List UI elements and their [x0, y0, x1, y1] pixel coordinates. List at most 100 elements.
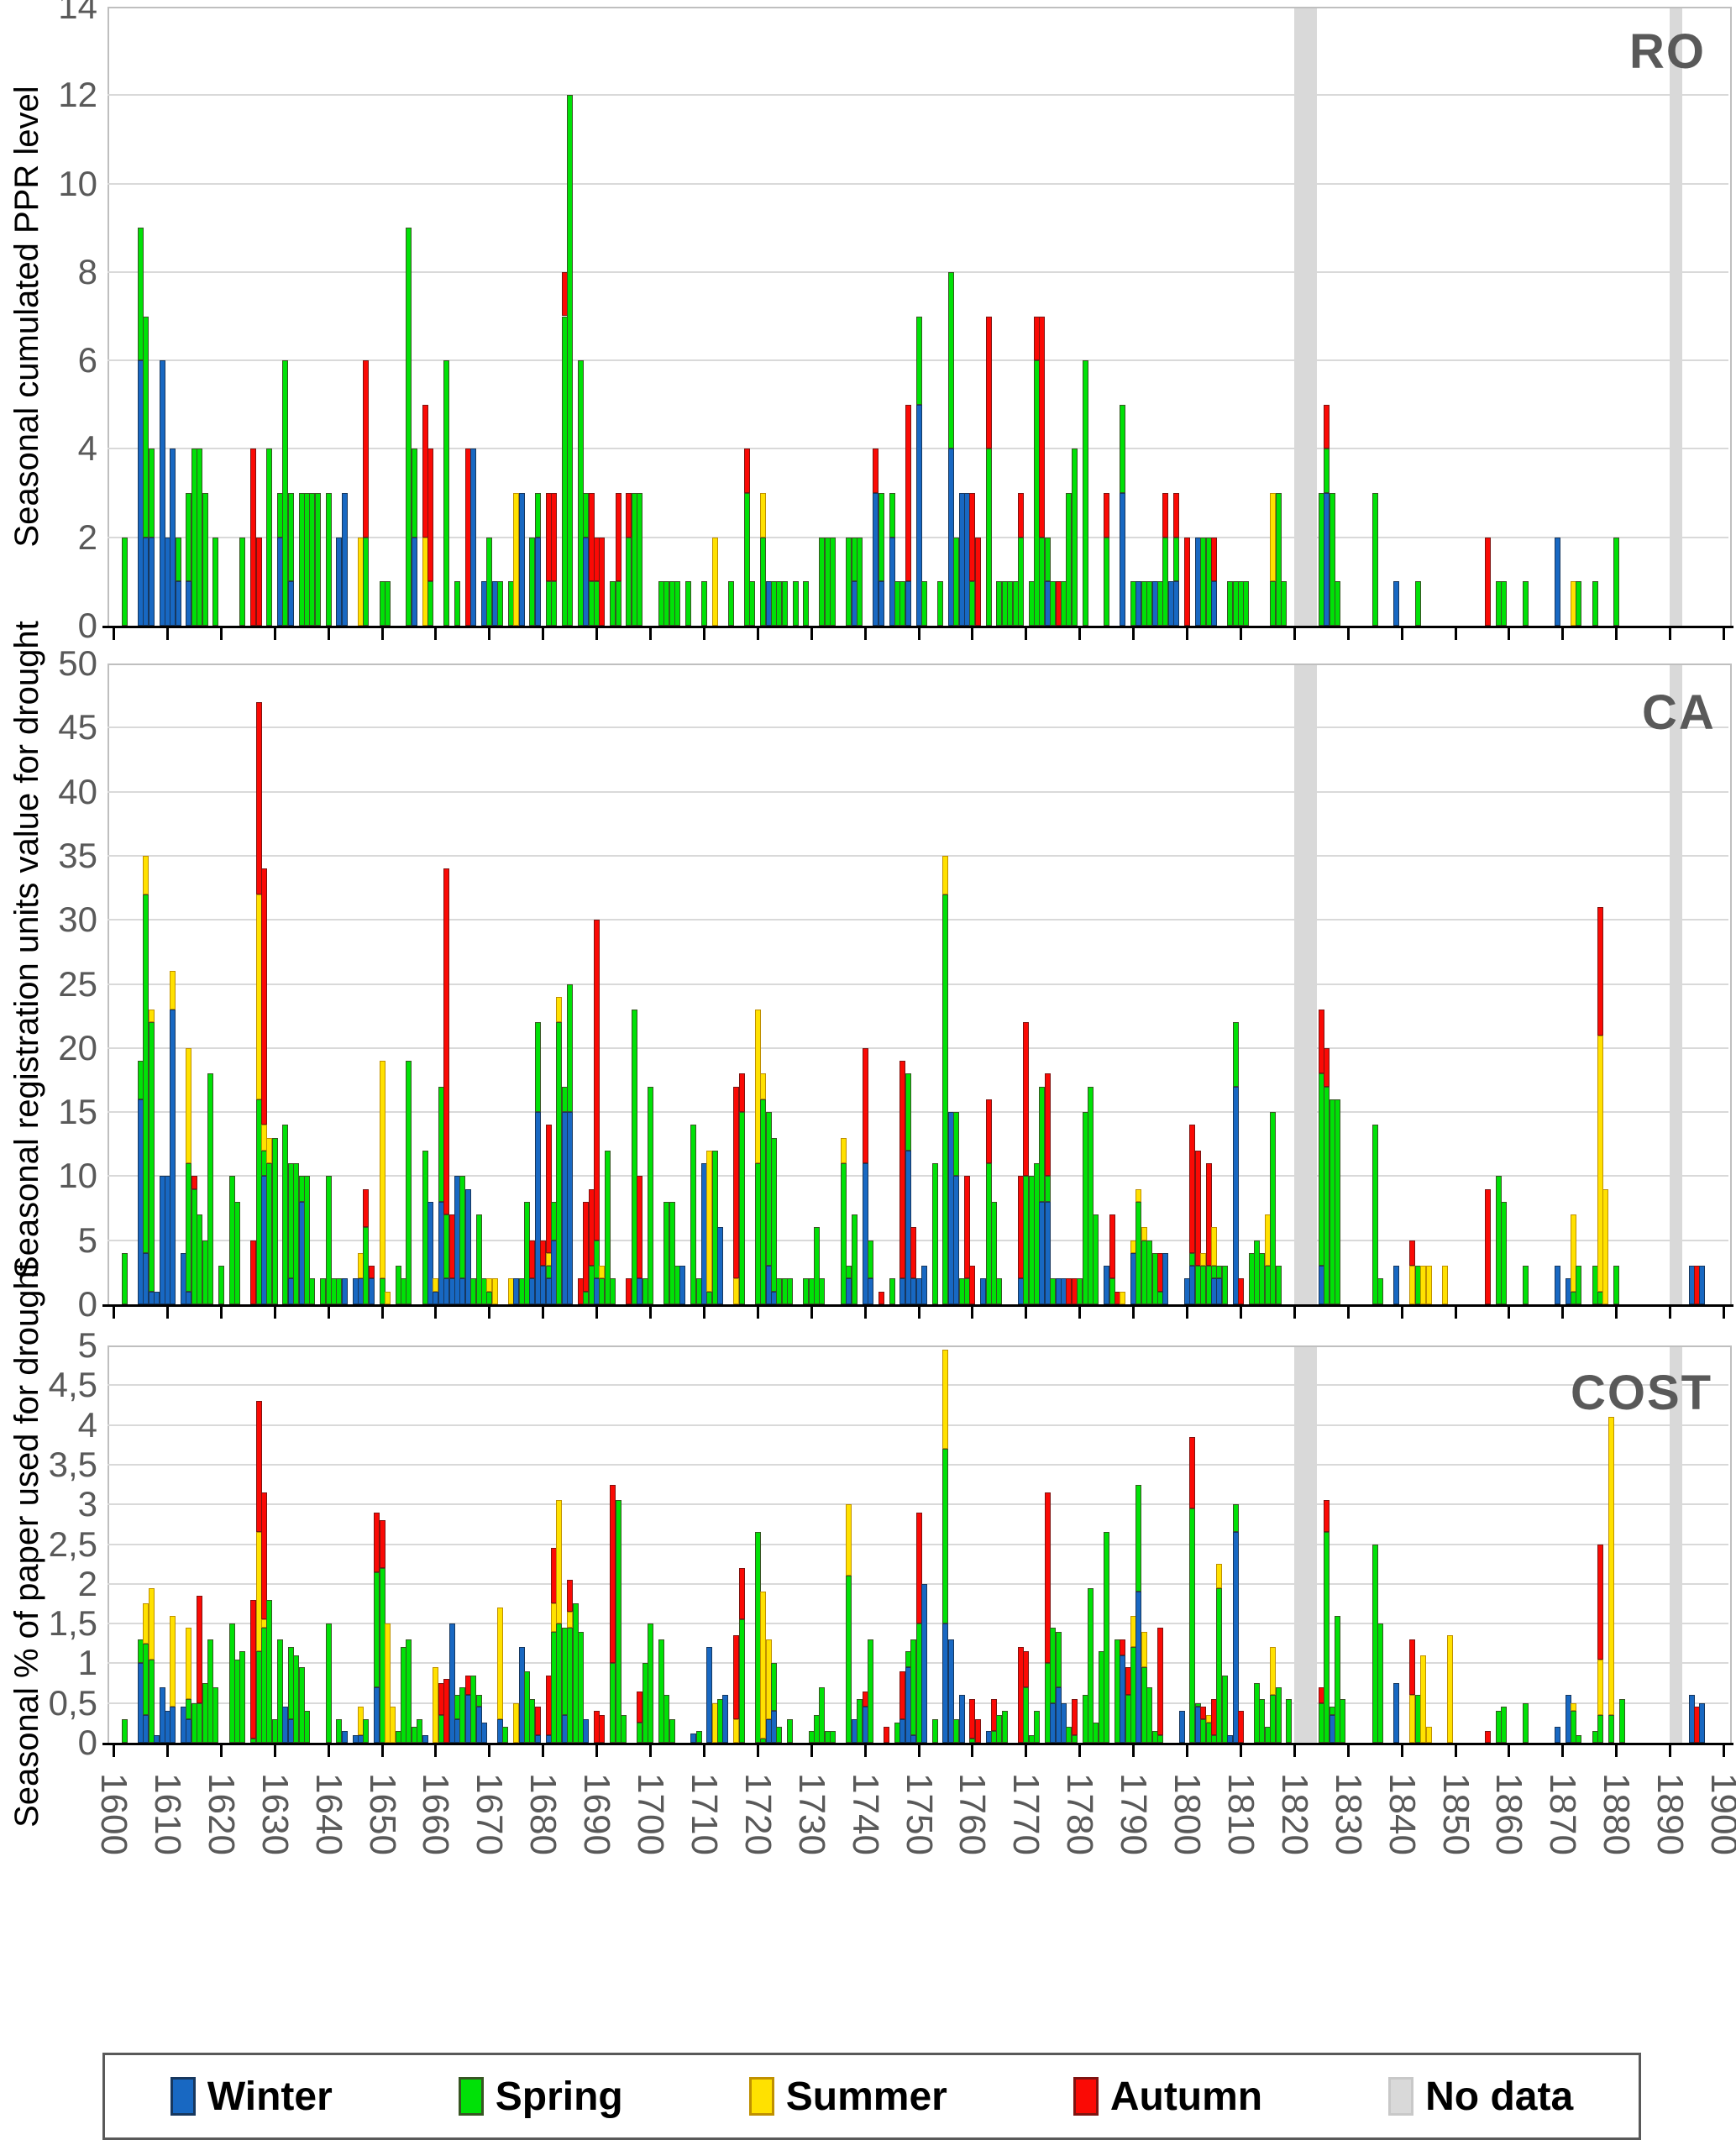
x-axis-tick [649, 628, 652, 640]
autumn-bar-segment [599, 537, 606, 626]
x-axis-tick [1346, 1745, 1350, 1757]
gridline [108, 182, 1728, 185]
gridline [108, 854, 1728, 857]
y-axis-tick-label: 4 [77, 428, 97, 469]
y-axis-tick-label: 3 [77, 1484, 97, 1524]
summer-bar-segment [942, 1349, 949, 1449]
autumn-bar-segment [545, 1125, 552, 1253]
gridline [108, 1424, 1728, 1426]
spring-bar-segment [475, 1695, 482, 1707]
gridline [108, 1175, 1728, 1178]
x-axis-tick [1669, 1307, 1672, 1319]
summer-bar-segment [384, 1291, 391, 1304]
autumn-bar-segment [1318, 1010, 1324, 1074]
winter-bar-segment [341, 1278, 348, 1304]
spring-bar-segment [1334, 581, 1340, 626]
winter-bar-segment [411, 537, 417, 626]
summer-bar-segment [497, 1608, 504, 1719]
x-axis-tick [1239, 628, 1242, 640]
winter-bar-segment [1554, 1727, 1560, 1743]
autumn-bar-segment [1023, 1022, 1030, 1177]
summer-bar-segment [1135, 1188, 1142, 1202]
winter-bar-segment [470, 448, 477, 626]
winter-bar-segment [905, 581, 911, 626]
spring-bar-segment [1243, 581, 1250, 626]
no-data-band [1293, 665, 1318, 1304]
y-axis-tick-label: 3,5 [48, 1444, 97, 1484]
winter-bar-segment [148, 537, 155, 626]
x-axis-tick [1454, 1307, 1457, 1319]
y-axis-tick-label: 1,5 [48, 1603, 97, 1644]
summer-bar-segment [1420, 1655, 1427, 1743]
autumn-bar-segment [427, 448, 433, 582]
autumn-bar-segment [260, 868, 267, 1125]
winter-bar-segment [1210, 581, 1217, 626]
autumn-bar-segment [1189, 1436, 1196, 1508]
winter-bar-segment [717, 1227, 724, 1304]
summer-bar-segment [1141, 1227, 1147, 1240]
y-axis-tick-label: 45 [58, 707, 97, 747]
x-axis-tick [971, 1307, 974, 1319]
spring-bar-segment [212, 1686, 219, 1743]
spring-bar-segment [1576, 1734, 1582, 1743]
spring-bar-segment [1017, 537, 1024, 626]
x-axis-tick [595, 1745, 599, 1757]
winter-bar-segment [1393, 1266, 1400, 1304]
x-axis-tick [649, 1307, 652, 1319]
autumn-bar-segment [534, 1707, 541, 1735]
spring-bar-segment [1157, 1734, 1164, 1743]
summer-bar-segment [148, 1587, 155, 1660]
autumn-bar-segment [738, 1073, 745, 1113]
y-axis-tick-label: 10 [58, 163, 97, 203]
spring-bar-segment [304, 1176, 311, 1304]
autumn-bar-segment [1205, 1163, 1212, 1267]
x-axis-tick [219, 1307, 223, 1319]
autumn-bar-segment [1200, 1707, 1207, 1719]
spring-bar-segment [304, 1711, 311, 1743]
spring-bar-segment [749, 581, 756, 626]
spring-bar-segment [266, 1599, 273, 1743]
spring-bar-segment [937, 581, 944, 626]
x-axis-year-label: 1650 [361, 1773, 403, 1855]
winter-bar-segment [1699, 1266, 1706, 1304]
x-axis-tick [1508, 1307, 1511, 1319]
x-axis-tick [1186, 1745, 1188, 1757]
x-axis-year-label: 1890 [1649, 1773, 1691, 1855]
x-axis-tick [595, 1307, 599, 1319]
autumn-bar-segment [1120, 1639, 1126, 1655]
spring-bar-segment [920, 581, 927, 626]
spring-bar-segment [803, 581, 810, 626]
autumn-bar-segment [964, 1176, 970, 1279]
autumn-bar-segment [1044, 1073, 1051, 1177]
x-axis-year-label: 1780 [1059, 1773, 1101, 1855]
winter-bar-segment [953, 1176, 960, 1304]
summer-bar-segment [1608, 1417, 1614, 1715]
y-axis-tick-label: 0 [77, 1723, 97, 1762]
winter-bar-segment [679, 1266, 686, 1304]
x-axis-tick [756, 1307, 759, 1319]
x-axis-year-label: 1660 [415, 1773, 457, 1855]
x-axis-tick [1615, 1307, 1618, 1319]
x-axis-year-label: 1820 [1273, 1773, 1315, 1855]
spring-bar-segment [621, 1714, 627, 1743]
autumn-bar-segment [443, 868, 450, 1215]
winter-bar-segment [862, 1163, 868, 1304]
summer-swatch-icon [748, 2077, 774, 2116]
spring-bar-segment [534, 1022, 541, 1113]
spring-bar-segment [648, 1623, 653, 1743]
spring-bar-segment [148, 1022, 155, 1292]
winter-bar-segment [567, 1112, 574, 1304]
spring-bar-segment [212, 537, 219, 626]
summer-bar-segment [170, 971, 176, 1010]
x-axis-tick [273, 1307, 276, 1319]
summer-bar-segment [1571, 1702, 1577, 1712]
gridline [108, 919, 1728, 921]
autumn-bar-segment [1017, 493, 1024, 538]
autumn-bar-segment [1324, 404, 1330, 449]
spring-bar-segment [121, 1718, 128, 1743]
panel-title-cost: COST [1571, 1366, 1713, 1420]
x-axis-tick [542, 1745, 545, 1757]
x-axis-tick [1239, 1745, 1242, 1757]
gridline [108, 1046, 1728, 1049]
winter-bar-segment [915, 404, 922, 626]
